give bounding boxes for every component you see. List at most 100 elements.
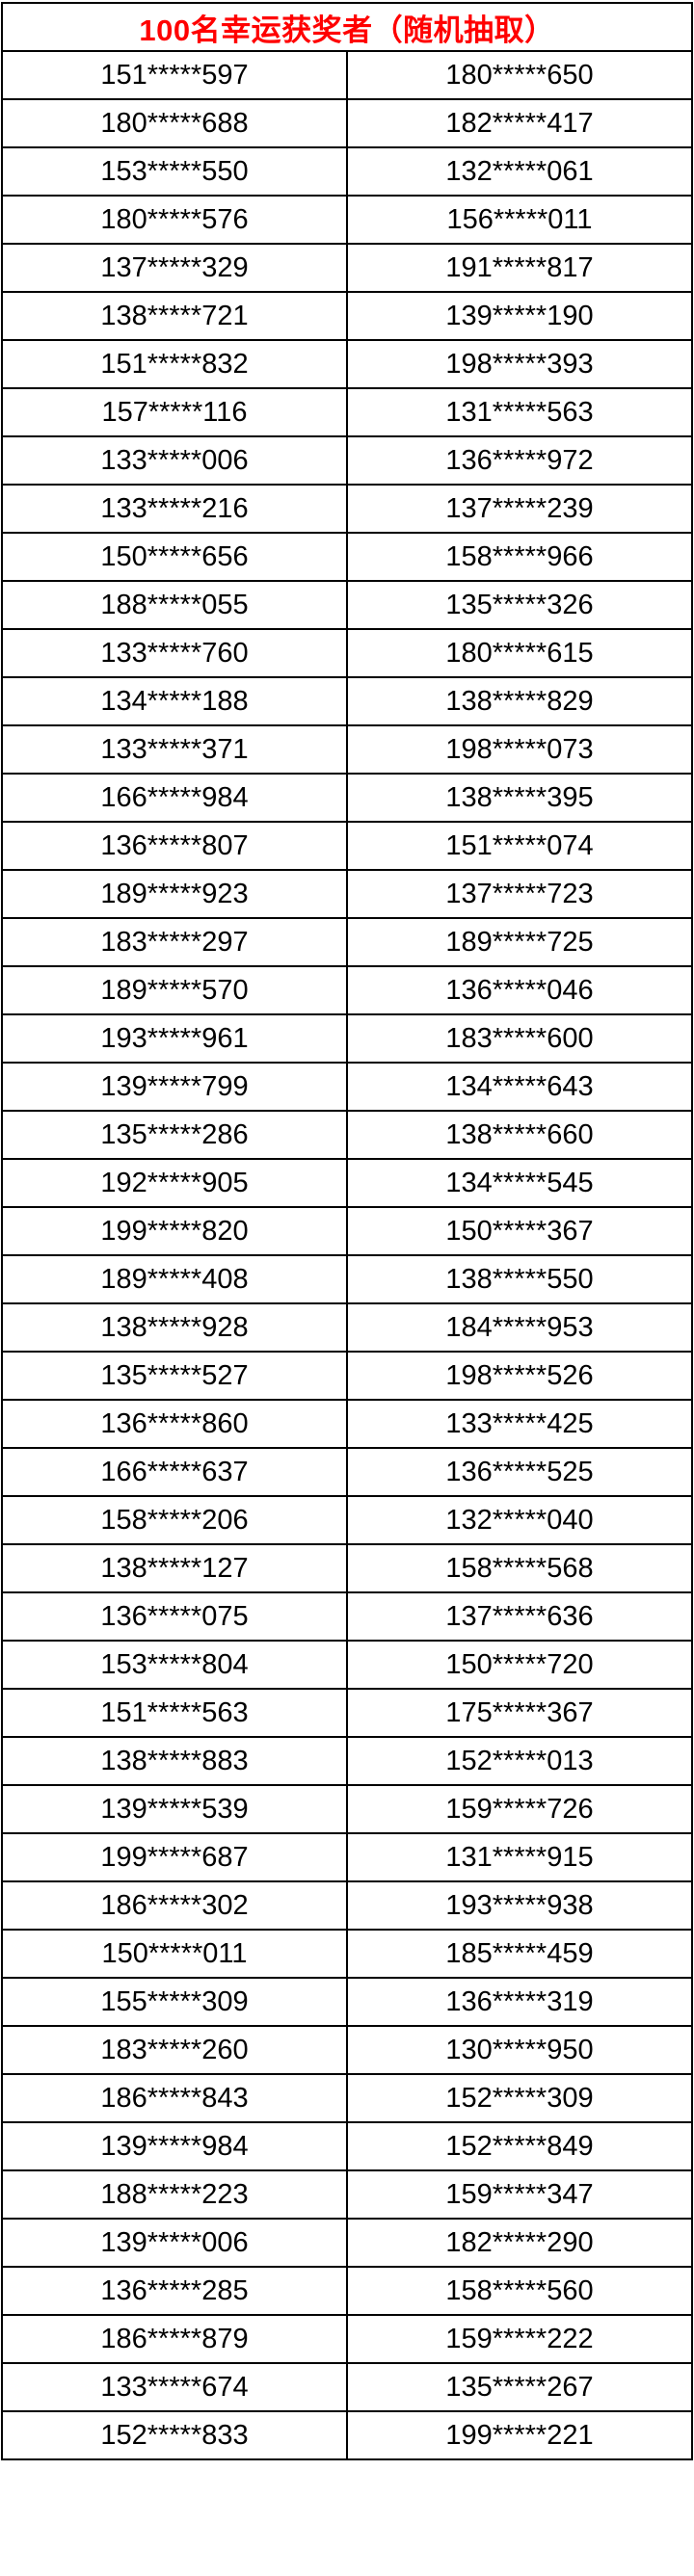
winner-phone-cell: 152*****833	[1, 2410, 348, 2460]
winner-phone-cell: 138*****721	[1, 291, 348, 341]
winner-phone-cell: 138*****550	[346, 1254, 693, 1304]
winner-phone-cell: 152*****013	[346, 1736, 693, 1786]
winner-phone-cell: 199*****820	[1, 1206, 348, 1256]
winner-phone-cell: 199*****221	[346, 2410, 693, 2460]
table-row: 139*****006 182*****290	[1, 2218, 693, 2268]
winner-phone-cell: 193*****938	[346, 1880, 693, 1931]
winner-phone-cell: 133*****760	[1, 628, 348, 678]
winner-phone-cell: 137*****636	[346, 1591, 693, 1642]
table-row: 155*****309 136*****319	[1, 1977, 693, 2027]
winners-table-body: 151*****597 180*****650 180*****688 182****…	[1, 50, 693, 2460]
winner-phone-cell: 180*****615	[346, 628, 693, 678]
winner-phone-cell: 186*****879	[1, 2314, 348, 2364]
winner-phone-cell: 191*****817	[346, 243, 693, 293]
table-row: 183*****297 189*****725	[1, 917, 693, 967]
winner-phone-cell: 137*****723	[346, 869, 693, 919]
table-row: 139*****539 159*****726	[1, 1784, 693, 1834]
winner-phone-cell: 133*****425	[346, 1399, 693, 1449]
winner-phone-cell: 139*****984	[1, 2121, 348, 2171]
winner-phone-cell: 189*****725	[346, 917, 693, 967]
winners-table: 100名幸运获奖者（随机抽取） 151*****597 180*****650 18…	[1, 2, 693, 2460]
table-row: 192*****905 134*****545	[1, 1158, 693, 1208]
table-row: 138*****721 139*****190	[1, 291, 693, 341]
winner-phone-cell: 134*****643	[346, 1062, 693, 1112]
table-row: 138*****883 152*****013	[1, 1736, 693, 1786]
table-row: 193*****961 183*****600	[1, 1013, 693, 1064]
title-row: 100名幸运获奖者（随机抽取）	[1, 2, 693, 52]
winner-phone-cell: 198*****526	[346, 1351, 693, 1401]
table-row: 139*****984 152*****849	[1, 2121, 693, 2171]
table-title: 100名幸运获奖者（随机抽取）	[1, 2, 693, 52]
table-row: 180*****576 156*****011	[1, 195, 693, 245]
winner-phone-cell: 138*****883	[1, 1736, 348, 1786]
table-row: 166*****984 138*****395	[1, 773, 693, 823]
winner-phone-cell: 155*****309	[1, 1977, 348, 2027]
winner-phone-cell: 136*****075	[1, 1591, 348, 1642]
winner-phone-cell: 184*****953	[346, 1302, 693, 1353]
winner-phone-cell: 166*****984	[1, 773, 348, 823]
table-row: 153*****550 132*****061	[1, 146, 693, 197]
winner-phone-cell: 131*****563	[346, 387, 693, 437]
table-row: 151*****563 175*****367	[1, 1688, 693, 1738]
table-row: 158*****206 132*****040	[1, 1495, 693, 1545]
winner-phone-cell: 136*****972	[346, 435, 693, 486]
table-row: 199*****820 150*****367	[1, 1206, 693, 1256]
winner-phone-cell: 138*****660	[346, 1110, 693, 1160]
winner-phone-cell: 180*****688	[1, 98, 348, 148]
winner-phone-cell: 135*****326	[346, 580, 693, 630]
table-row: 136*****285 158*****560	[1, 2266, 693, 2316]
winner-phone-cell: 137*****329	[1, 243, 348, 293]
winner-phone-cell: 135*****267	[346, 2362, 693, 2412]
winner-phone-cell: 133*****674	[1, 2362, 348, 2412]
table-row: 134*****188 138*****829	[1, 676, 693, 726]
table-row: 157*****116 131*****563	[1, 387, 693, 437]
winner-phone-cell: 183*****297	[1, 917, 348, 967]
winner-phone-cell: 136*****319	[346, 1977, 693, 2027]
winner-phone-cell: 136*****860	[1, 1399, 348, 1449]
winner-phone-cell: 159*****222	[346, 2314, 693, 2364]
winner-phone-cell: 182*****290	[346, 2218, 693, 2268]
table-row: 186*****879 159*****222	[1, 2314, 693, 2364]
table-row: 186*****843 152*****309	[1, 2073, 693, 2123]
table-row: 199*****687 131*****915	[1, 1832, 693, 1882]
table-row: 166*****637 136*****525	[1, 1447, 693, 1497]
winner-phone-cell: 189*****408	[1, 1254, 348, 1304]
table-row: 135*****286 138*****660	[1, 1110, 693, 1160]
table-row: 153*****804 150*****720	[1, 1640, 693, 1690]
winner-phone-cell: 192*****905	[1, 1158, 348, 1208]
winner-phone-cell: 175*****367	[346, 1688, 693, 1738]
winner-phone-cell: 199*****687	[1, 1832, 348, 1882]
table-row: 151*****597 180*****650	[1, 50, 693, 100]
winner-phone-cell: 151*****563	[1, 1688, 348, 1738]
winner-phone-cell: 182*****417	[346, 98, 693, 148]
winner-phone-cell: 150*****367	[346, 1206, 693, 1256]
winner-phone-cell: 180*****650	[346, 50, 693, 100]
table-row: 137*****329 191*****817	[1, 243, 693, 293]
table-row: 189*****408 138*****550	[1, 1254, 693, 1304]
winner-phone-cell: 198*****393	[346, 339, 693, 389]
winner-phone-cell: 136*****046	[346, 965, 693, 1015]
winner-phone-cell: 188*****223	[1, 2169, 348, 2220]
table-row: 135*****527 198*****526	[1, 1351, 693, 1401]
winner-phone-cell: 137*****239	[346, 484, 693, 534]
winner-phone-cell: 166*****637	[1, 1447, 348, 1497]
winner-phone-cell: 157*****116	[1, 387, 348, 437]
winner-phone-cell: 185*****459	[346, 1929, 693, 1979]
winner-phone-cell: 152*****849	[346, 2121, 693, 2171]
winner-phone-cell: 156*****011	[346, 195, 693, 245]
table-row: 133*****371 198*****073	[1, 724, 693, 775]
winner-phone-cell: 139*****799	[1, 1062, 348, 1112]
winner-phone-cell: 133*****006	[1, 435, 348, 486]
winner-phone-cell: 183*****600	[346, 1013, 693, 1064]
winner-phone-cell: 189*****923	[1, 869, 348, 919]
winner-phone-cell: 133*****371	[1, 724, 348, 775]
winner-phone-cell: 186*****302	[1, 1880, 348, 1931]
table-row: 138*****127 158*****568	[1, 1543, 693, 1593]
table-row: 133*****760 180*****615	[1, 628, 693, 678]
winner-phone-cell: 151*****074	[346, 821, 693, 871]
winner-phone-cell: 158*****568	[346, 1543, 693, 1593]
winner-phone-cell: 135*****286	[1, 1110, 348, 1160]
winner-phone-cell: 150*****011	[1, 1929, 348, 1979]
table-row: 136*****807 151*****074	[1, 821, 693, 871]
table-row: 139*****799 134*****643	[1, 1062, 693, 1112]
